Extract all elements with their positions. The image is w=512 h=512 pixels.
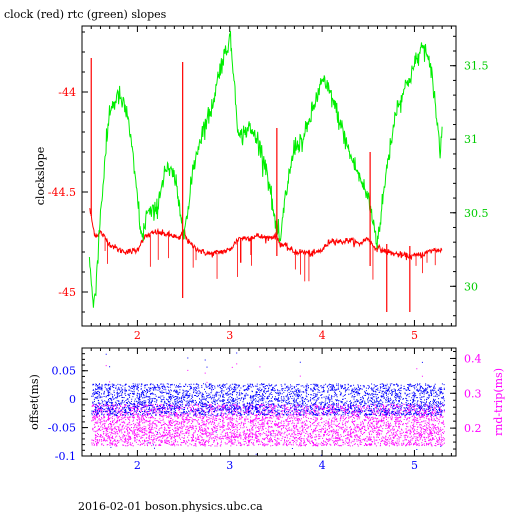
x-tick-label: 5 [411,329,418,342]
bottom-plot-frame [81,347,457,457]
bottom-chart: 2 3 4 5 0.05 0 -0.05 -0.1 0.2 0.3 0.4 offset(ms) r… [28,347,505,472]
offset-dots [91,352,445,456]
y-right-tick-label: 31 [464,133,478,146]
bottom-left-axis-label: offset(ms) [28,374,41,430]
y-right-tick-label: 31.5 [464,60,489,73]
series-rnd_trip-points [91,363,445,447]
bottom-right-axis-label: rnd-trip(ms) [492,368,505,436]
x-tick-label: 2 [134,459,141,472]
y-left-tick-label: -44 [58,86,76,99]
series-rtc-line [88,31,443,308]
y-left-tick-label: -0.05 [48,422,76,435]
x-tick-label: 2 [134,329,141,342]
top-plot-frame [81,25,457,327]
series-offset-points [91,352,445,456]
y-left-tick-label: -44.5 [48,186,76,199]
x-tick-label: 5 [411,459,418,472]
x-tick-label: 4 [319,329,326,342]
top-chart: 2 3 4 5 -44 -44.5 -45 30 30.5 31 31.5 clockslope [34,25,489,342]
y-right-tick-label: 30.5 [464,207,489,220]
top-left-axis-label: clockslope [34,147,47,205]
y-left-tick-label: 0 [69,393,76,406]
x-tick-label: 3 [226,459,233,472]
y-right-tick-label: 30 [464,280,478,293]
rnd_trip-dots [91,363,445,447]
y-left-tick-label: -45 [58,286,76,299]
footer-text: 2016-02-01 boson.physics.ubc.ca [78,500,263,512]
y-left-tick-label: 0.05 [52,365,77,378]
chart-title: clock (red) rtc (green) slopes [4,8,167,21]
y-left-tick-label: -0.1 [55,450,76,463]
y-right-tick-label: 0.4 [464,352,482,365]
y-right-tick-label: 0.3 [464,387,482,400]
series-clock-line [89,208,443,261]
x-tick-label: 3 [226,329,233,342]
y-right-tick-label: 0.2 [464,422,482,435]
x-tick-label: 4 [319,459,326,472]
